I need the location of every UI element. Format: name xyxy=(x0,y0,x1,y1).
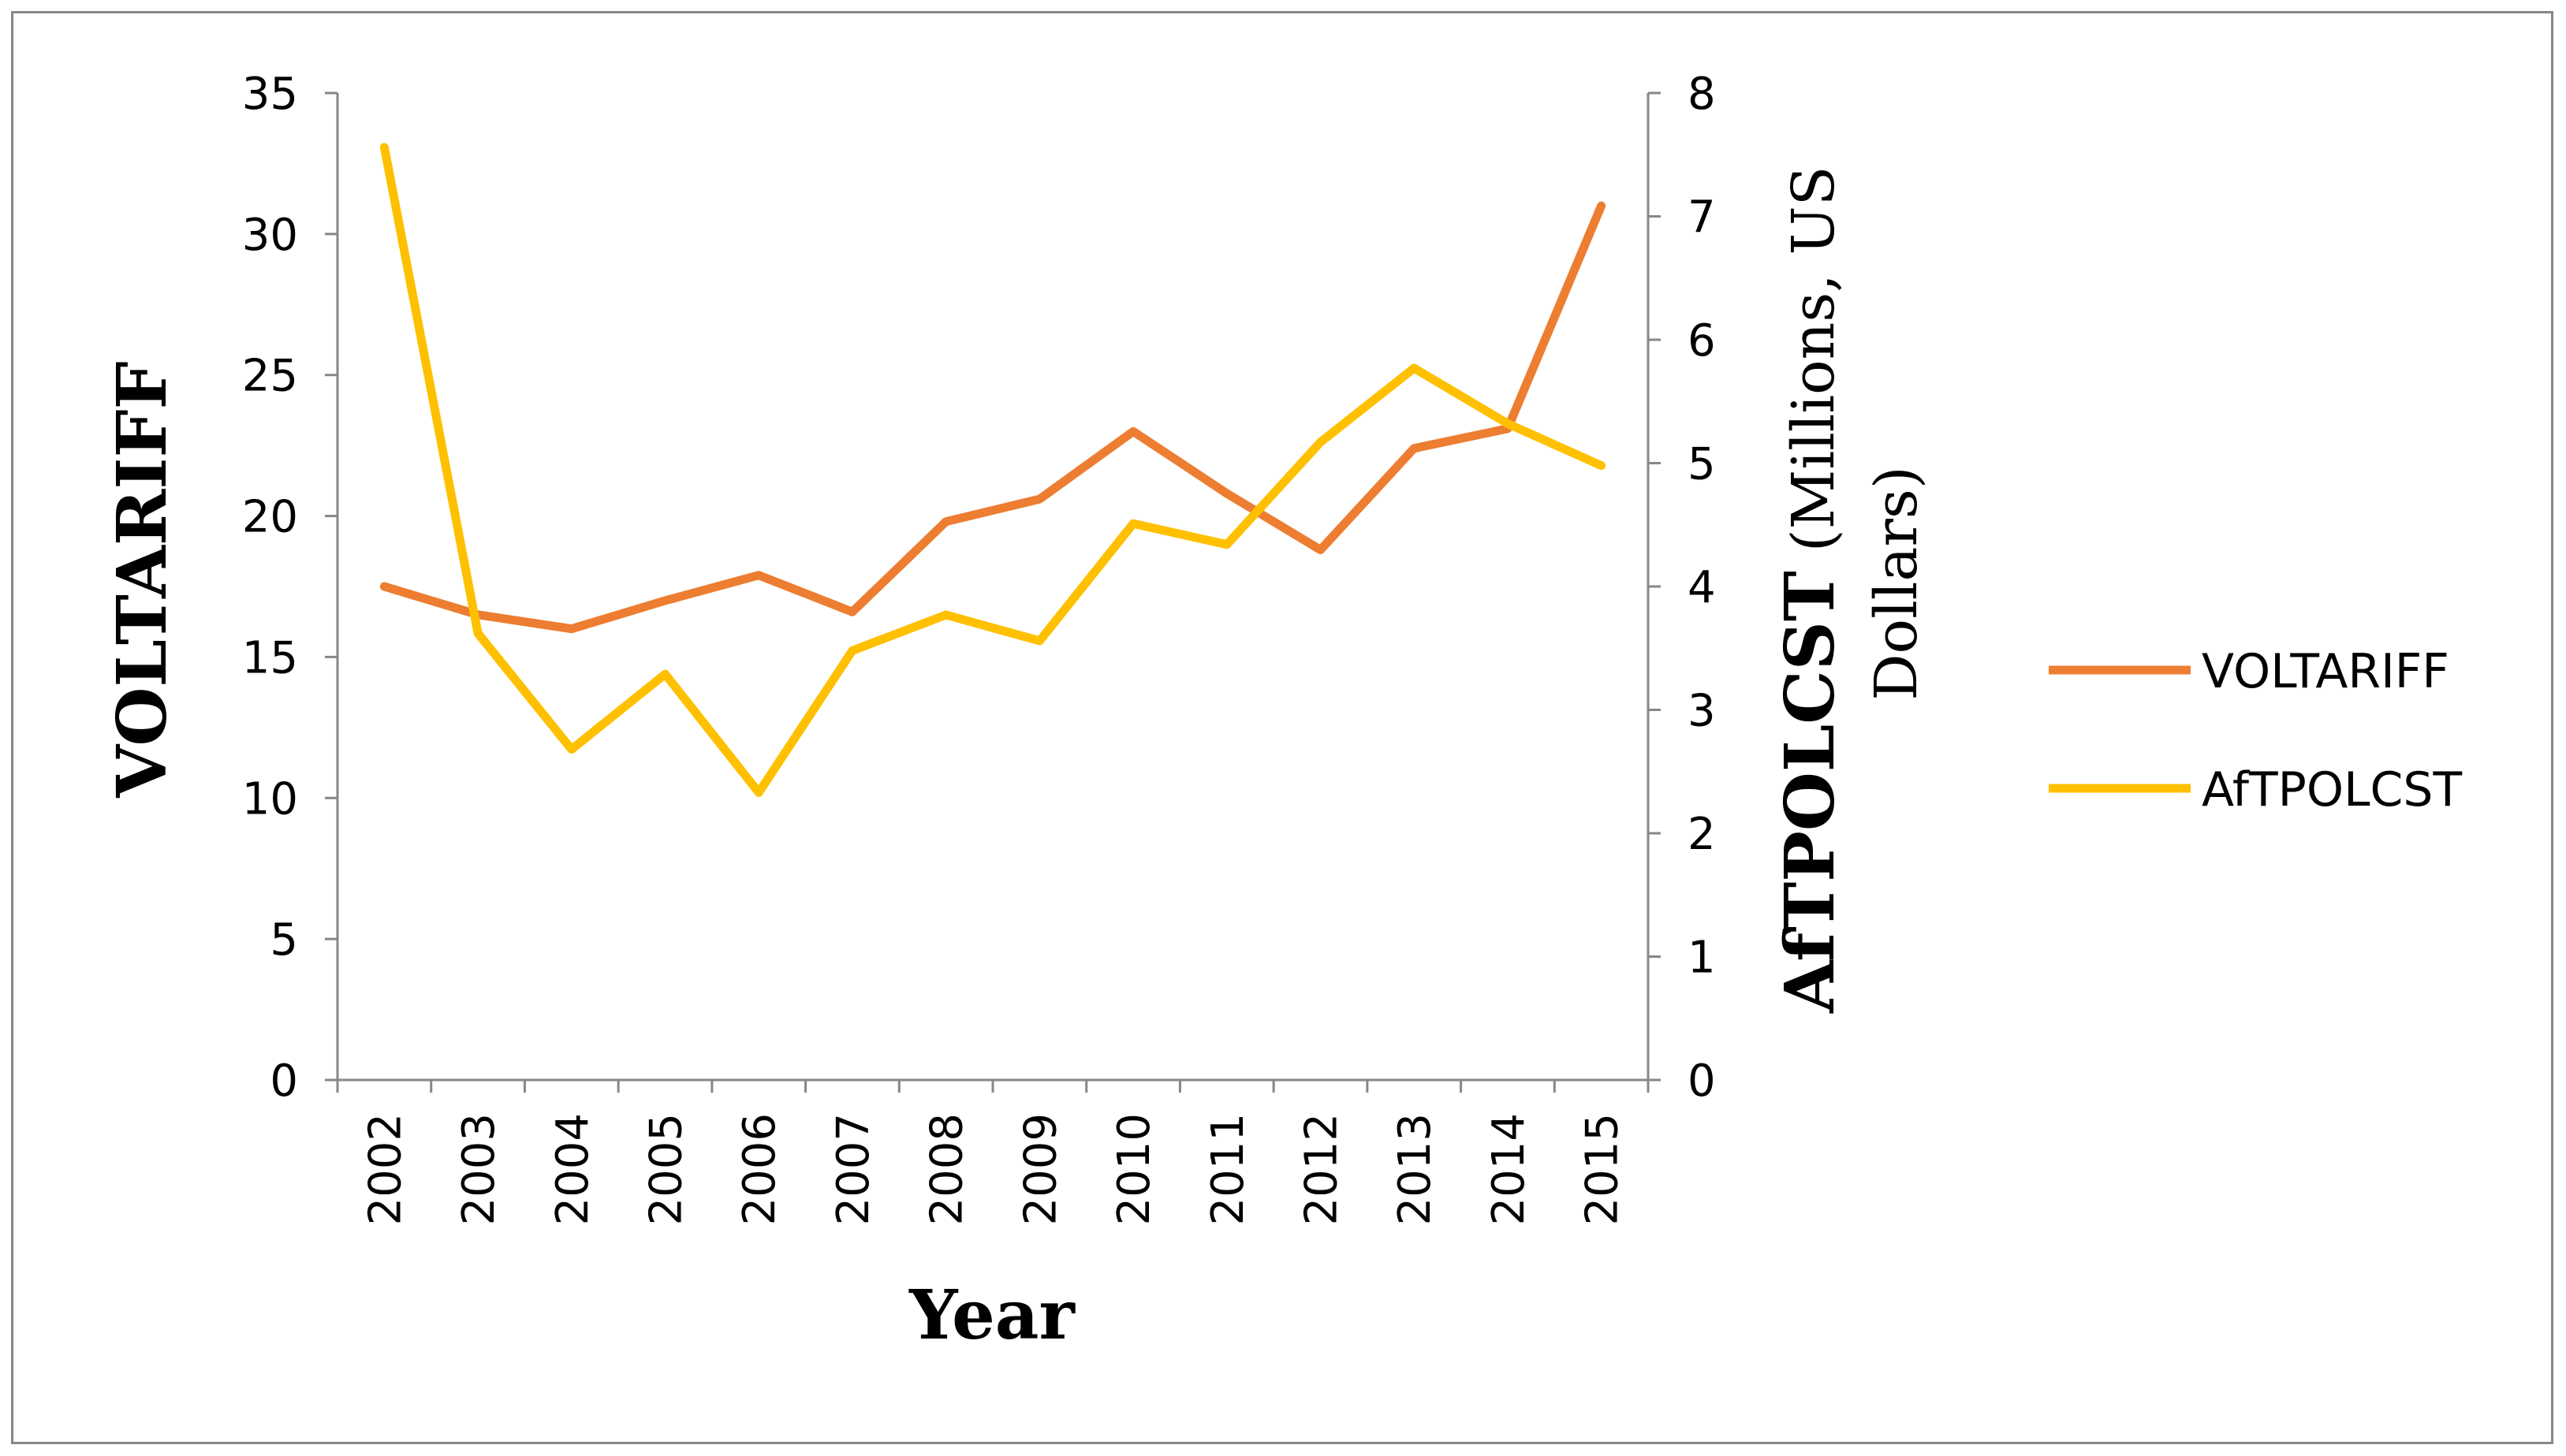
data-point-aftpolcst xyxy=(1410,364,1418,372)
data-point-voltariff xyxy=(1317,546,1325,553)
data-point-aftpolcst xyxy=(1598,462,1606,470)
data-point-voltariff xyxy=(755,572,763,579)
x-tick-label: 2013 xyxy=(1389,1113,1441,1226)
y2-tick-label: 1 xyxy=(1688,933,1716,984)
x-tick-label: 2008 xyxy=(922,1113,973,1226)
chart-frame xyxy=(11,11,2553,1444)
series-layer xyxy=(379,143,1606,797)
y2-tick-label: 3 xyxy=(1688,686,1716,737)
data-point-voltariff xyxy=(1223,490,1231,497)
y-tick-label: 30 xyxy=(242,210,298,261)
data-point-aftpolcst xyxy=(848,646,856,654)
x-tick-label: 2011 xyxy=(1203,1113,1254,1226)
data-point-voltariff xyxy=(942,518,950,526)
data-point-voltariff xyxy=(848,608,856,616)
x-tick-label: 2014 xyxy=(1483,1113,1535,1226)
x-tick-label: 2002 xyxy=(360,1113,411,1226)
y-tick-label: 15 xyxy=(242,632,298,683)
y-tick-label: 35 xyxy=(242,69,298,120)
data-point-voltariff xyxy=(1129,427,1137,435)
y-tick-label: 20 xyxy=(242,492,298,543)
y2-tick-label: 6 xyxy=(1688,315,1716,367)
legend-label-aftpolcst: AfTPOLCST xyxy=(2202,762,2462,817)
y2-tick-label: 4 xyxy=(1688,562,1716,613)
data-point-aftpolcst xyxy=(1129,519,1137,527)
y-tick-label: 25 xyxy=(242,351,298,402)
data-point-voltariff xyxy=(1035,495,1043,503)
data-point-aftpolcst xyxy=(1035,637,1043,645)
data-point-aftpolcst xyxy=(1317,438,1325,446)
y2-axis-title-line2: Dollars) xyxy=(1863,466,1930,701)
axes: 0 5 10 15 20 25 30 35 0 1 2 3 4 5 6 7 8 2002 2003 2004 2005 2… xyxy=(242,69,1716,1226)
data-point-aftpolcst xyxy=(380,143,388,151)
y2-tick-label: 8 xyxy=(1688,69,1716,120)
data-point-aftpolcst xyxy=(1504,419,1512,427)
y2-tick-label: 5 xyxy=(1688,439,1716,490)
y-tick-label: 5 xyxy=(270,914,298,966)
data-point-aftpolcst xyxy=(755,788,763,796)
y2-axis-title: AfTPOLCST (Millions, US xyxy=(1770,166,1850,1014)
y2-tick-label: 2 xyxy=(1688,809,1716,860)
x-tick-label: 2010 xyxy=(1109,1113,1160,1226)
data-point-aftpolcst xyxy=(474,629,482,637)
y2-tick-label: 0 xyxy=(1688,1056,1716,1107)
x-tick-label: 2004 xyxy=(547,1113,599,1226)
x-tick-label: 2006 xyxy=(734,1113,785,1226)
y2-axis-title-units: (Millions, US xyxy=(1780,166,1848,553)
x-tick-label: 2009 xyxy=(1015,1113,1066,1226)
data-point-voltariff xyxy=(380,583,388,590)
series-line-aftpolcst xyxy=(379,143,1606,797)
x-tick-label: 2012 xyxy=(1296,1113,1348,1226)
y-axis-title: VOLTARIFF xyxy=(103,361,182,798)
data-point-aftpolcst xyxy=(662,670,669,678)
data-point-voltariff xyxy=(1598,202,1606,210)
y2-tick-label: 7 xyxy=(1688,192,1716,244)
data-point-aftpolcst xyxy=(1223,541,1231,549)
x-tick-label: 2005 xyxy=(641,1113,692,1226)
legend-label-voltariff: VOLTARIFF xyxy=(2202,644,2449,699)
data-point-voltariff xyxy=(568,625,576,633)
x-tick-label: 2015 xyxy=(1577,1113,1628,1226)
x-tick-label: 2007 xyxy=(828,1113,879,1226)
y-tick-label: 10 xyxy=(242,773,298,825)
y2-axis-title-bold: AfTPOLCST xyxy=(1770,571,1850,1014)
x-tick-label: 2003 xyxy=(453,1113,505,1226)
data-point-voltariff xyxy=(662,597,669,605)
data-point-voltariff xyxy=(1410,445,1418,452)
data-point-aftpolcst xyxy=(942,611,950,619)
legend: VOLTARIFF AfTPOLCST xyxy=(2049,644,2462,817)
series-line-voltariff xyxy=(379,201,1606,634)
x-axis-title: Year xyxy=(908,1275,1076,1355)
data-point-aftpolcst xyxy=(568,746,576,754)
y-tick-label: 0 xyxy=(270,1056,298,1107)
